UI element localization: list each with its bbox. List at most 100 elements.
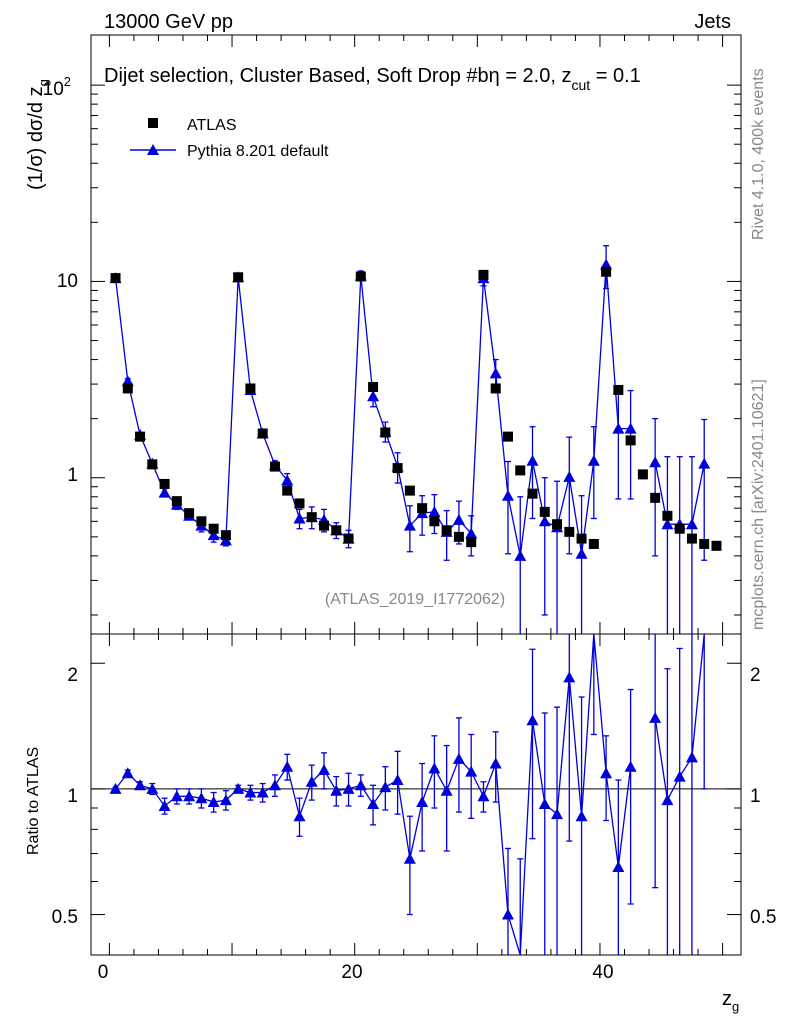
mcplots-credit: mcplots.cern.ch [arXiv:2401.10621] xyxy=(750,379,767,630)
xtick-40: 40 xyxy=(592,962,613,983)
analysis-id: (ATLAS_2019_I1772062) xyxy=(325,591,505,608)
ratio-point xyxy=(403,852,416,864)
ratio-panel-frame xyxy=(90,633,742,956)
pythia-point xyxy=(367,390,380,402)
ratio-point xyxy=(526,714,539,726)
atlas-point xyxy=(674,523,685,534)
atlas-point xyxy=(122,383,133,394)
atlas-point xyxy=(331,525,342,536)
atlas-point xyxy=(257,428,268,439)
ratio-point xyxy=(538,798,551,810)
atlas-point xyxy=(269,461,280,472)
pythia-point xyxy=(403,519,416,531)
axis-ticks xyxy=(91,35,741,956)
pythia-point xyxy=(600,258,613,270)
top-y-axis-title-sub: g xyxy=(36,79,51,86)
legend-pythia-label: Pythia 8.201 default xyxy=(187,143,329,160)
atlas-point xyxy=(515,465,526,476)
ratio-point xyxy=(612,860,625,872)
atlas-point xyxy=(220,530,231,541)
atlas-point xyxy=(355,271,366,282)
ratio-point xyxy=(685,751,698,763)
ratio-point xyxy=(244,786,257,798)
atlas-point xyxy=(110,273,121,284)
pythia-point xyxy=(661,518,674,530)
ratio-point xyxy=(354,779,367,791)
ratio-point xyxy=(551,808,564,820)
ratio-point xyxy=(256,786,269,798)
atlas-point xyxy=(539,506,550,517)
pythia-point xyxy=(501,489,514,501)
atlas-point xyxy=(466,537,477,548)
atlas-point xyxy=(392,463,403,474)
atlas-point xyxy=(208,523,219,534)
ratio-point xyxy=(183,790,196,802)
ratio-point xyxy=(219,794,232,806)
pythia-point xyxy=(649,456,662,468)
pythia-point xyxy=(428,505,441,517)
atlas-point xyxy=(404,485,415,496)
atlas-point xyxy=(478,269,489,280)
ratio-point xyxy=(268,779,281,791)
x-axis-title-main: z xyxy=(722,988,732,1010)
pythia-point xyxy=(526,454,539,466)
top-y-axis-title: (1/σ) dσ/d zg xyxy=(25,79,51,190)
atlas-point xyxy=(453,531,464,542)
atlas-point xyxy=(588,538,599,549)
selection-title-main: Dijet selection, Cluster Based, Soft Dro… xyxy=(104,65,489,87)
pythia-point xyxy=(538,515,551,527)
ratio-point xyxy=(293,810,306,822)
ratio-point xyxy=(391,774,404,786)
x-axis-title-sub: g xyxy=(732,999,739,1014)
ratio-point xyxy=(575,810,588,822)
ratio-point xyxy=(170,790,183,802)
ratio-point xyxy=(440,784,453,796)
atlas-point xyxy=(343,533,354,544)
ratio-ytick-right-1: 1 xyxy=(750,786,761,807)
ratio-ytick-left-0.5: 0.5 xyxy=(52,907,78,928)
atlas-point xyxy=(380,427,391,438)
atlas-point xyxy=(159,478,170,489)
atlas-point xyxy=(711,540,722,551)
ratio-point xyxy=(501,908,514,920)
pythia-point xyxy=(489,367,502,379)
ratio-point xyxy=(367,798,380,810)
ratio-point xyxy=(330,784,343,796)
atlas-point xyxy=(576,533,587,544)
atlas-point xyxy=(552,519,563,530)
atlas-point xyxy=(417,503,428,514)
top-ytick-100-exp: 2 xyxy=(64,74,71,89)
atlas-point xyxy=(490,383,501,394)
pythia-point xyxy=(685,518,698,530)
pythia-point xyxy=(612,422,625,434)
atlas-point xyxy=(625,435,636,446)
ratio-point xyxy=(673,770,686,782)
atlas-point xyxy=(282,485,293,496)
ratio-point xyxy=(281,760,294,772)
ratio-point xyxy=(428,762,441,774)
ratio-point xyxy=(207,796,220,808)
atlas-point xyxy=(319,520,330,531)
legend-atlas-marker xyxy=(148,118,158,128)
atlas-point xyxy=(502,431,513,442)
top-ytick-100: 102 xyxy=(43,74,71,100)
ratio-point xyxy=(489,757,502,769)
top-ytick-10: 10 xyxy=(57,271,78,292)
atlas-point xyxy=(368,381,379,392)
selection-title: Dijet selection, Cluster Based, Soft Dro… xyxy=(104,65,641,93)
ratio-point xyxy=(563,671,576,683)
ratio-ytick-left-2: 2 xyxy=(67,665,78,686)
atlas-point xyxy=(564,526,575,537)
top-ytick-100-base: 10 xyxy=(43,79,64,100)
pythia-point xyxy=(465,527,478,539)
atlas-point xyxy=(662,510,673,521)
pythia-point xyxy=(293,512,306,524)
selection-title-beta: η = 2.0, z xyxy=(489,65,572,87)
atlas-point xyxy=(613,384,624,395)
pythia-point xyxy=(587,454,600,466)
ratio-point xyxy=(318,763,331,775)
selection-title-zcut-sub: cut xyxy=(571,77,590,93)
atlas-point xyxy=(306,512,317,523)
atlas-point xyxy=(441,525,452,536)
